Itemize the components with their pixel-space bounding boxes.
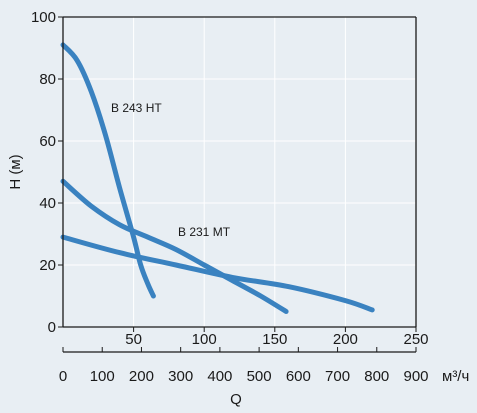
x-bottom-tick-label: 0 <box>59 368 67 385</box>
x-top-tick-label: 100 <box>192 331 217 348</box>
unit-label: м³/ч <box>442 368 469 385</box>
x-bottom-tick-label: 300 <box>168 368 193 385</box>
x-bottom-tick-label: 200 <box>129 368 154 385</box>
curves <box>60 42 375 314</box>
y-axis-label: H (м) <box>7 154 24 189</box>
axes <box>62 16 417 353</box>
y-tick-label: 40 <box>39 195 56 212</box>
y-tick-label: 0 <box>48 319 56 336</box>
x-bottom-tick-label: 700 <box>325 368 350 385</box>
labels: H (м) Q м³/ч B 243 HT B 231 MT <box>7 101 469 408</box>
series-line-2 <box>60 178 289 314</box>
ticks: 0 20 40 60 80 100 50 100 150 200 250 0 100 200 300 400 5… <box>31 9 429 385</box>
y-tick-label: 100 <box>31 9 56 26</box>
series-line-3 <box>60 234 375 313</box>
x-top-tick-label: 150 <box>262 331 287 348</box>
x-bottom-tick-label: 600 <box>286 368 311 385</box>
x-top-tick-label: 200 <box>333 331 358 348</box>
x-top-tick-label: 50 <box>125 331 142 348</box>
series-label-b243ht: B 243 HT <box>111 101 162 115</box>
y-tick-label: 80 <box>39 71 56 88</box>
x-bottom-tick-label: 100 <box>90 368 115 385</box>
x-axis-label: Q <box>230 391 242 408</box>
x-bottom-tick-label: 900 <box>403 368 428 385</box>
x-bottom-tick-label: 800 <box>364 368 389 385</box>
y-tick-label: 60 <box>39 133 56 150</box>
series-line-1 <box>60 42 156 299</box>
x-bottom-tick-label: 400 <box>207 368 232 385</box>
x-top-tick-label: 250 <box>403 331 428 348</box>
x-bottom-tick-label: 500 <box>247 368 272 385</box>
series-label-b231mt: B 231 MT <box>178 225 231 239</box>
y-tick-label: 20 <box>39 257 56 274</box>
